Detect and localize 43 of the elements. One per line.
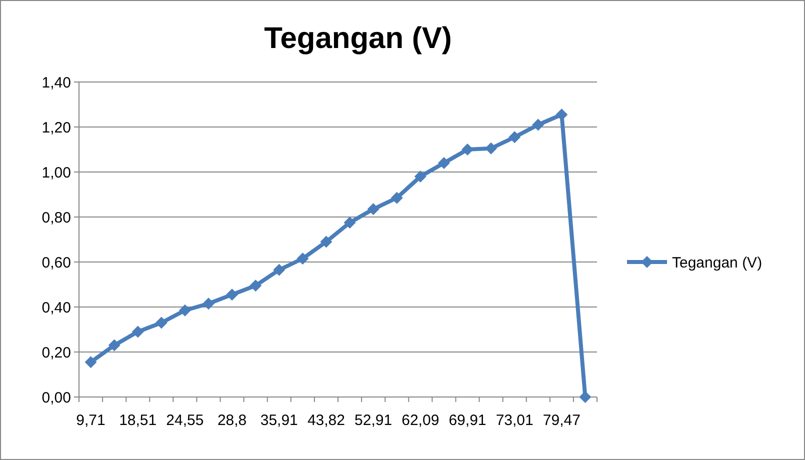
point bbox=[108, 339, 120, 352]
x-tick-label: 35,91 bbox=[260, 412, 298, 429]
x-tick-label: 69,91 bbox=[448, 412, 486, 429]
x-tick-label: 43,82 bbox=[307, 412, 345, 429]
x-tick-label: 79,47 bbox=[542, 412, 580, 429]
point bbox=[367, 203, 380, 216]
x-tick-label: 24,55 bbox=[166, 412, 204, 429]
point bbox=[84, 356, 97, 368]
chart-title: Tegangan (V) bbox=[264, 22, 452, 55]
x-tick-label: 52,91 bbox=[354, 412, 392, 429]
y-tick-label: 0,60 bbox=[42, 254, 71, 272]
point bbox=[508, 131, 521, 144]
y-tick-label: 1,40 bbox=[42, 74, 71, 92]
y-tick-label: 0,80 bbox=[42, 209, 71, 226]
x-tick-label: 62,09 bbox=[402, 412, 440, 429]
point bbox=[462, 144, 474, 156]
x-tick-label: 18,51 bbox=[119, 412, 157, 429]
y-tick-label: 0,20 bbox=[42, 344, 71, 362]
point bbox=[132, 326, 144, 338]
point bbox=[178, 304, 191, 316]
x-tick-label: 9,71 bbox=[76, 412, 106, 429]
y-tick-label: 1,20 bbox=[42, 119, 71, 136]
point bbox=[390, 192, 403, 204]
point bbox=[414, 170, 426, 182]
point bbox=[579, 391, 592, 403]
point bbox=[344, 216, 356, 229]
point bbox=[296, 252, 309, 265]
y-tick-label: 0,00 bbox=[42, 389, 71, 406]
point bbox=[273, 264, 286, 276]
point bbox=[556, 108, 568, 121]
y-tick-label: 1,00 bbox=[42, 164, 71, 182]
point bbox=[320, 236, 332, 248]
point bbox=[155, 316, 168, 329]
point bbox=[438, 157, 450, 169]
x-tick-label: 28,8 bbox=[217, 412, 247, 429]
point bbox=[226, 288, 238, 301]
point bbox=[532, 118, 544, 131]
legend-label: Tegangan (V) bbox=[672, 254, 762, 272]
point bbox=[202, 298, 214, 310]
x-tick-label: 73,01 bbox=[496, 412, 534, 429]
point bbox=[250, 280, 262, 292]
y-tick-label: 0,40 bbox=[42, 299, 71, 316]
point bbox=[485, 142, 498, 154]
